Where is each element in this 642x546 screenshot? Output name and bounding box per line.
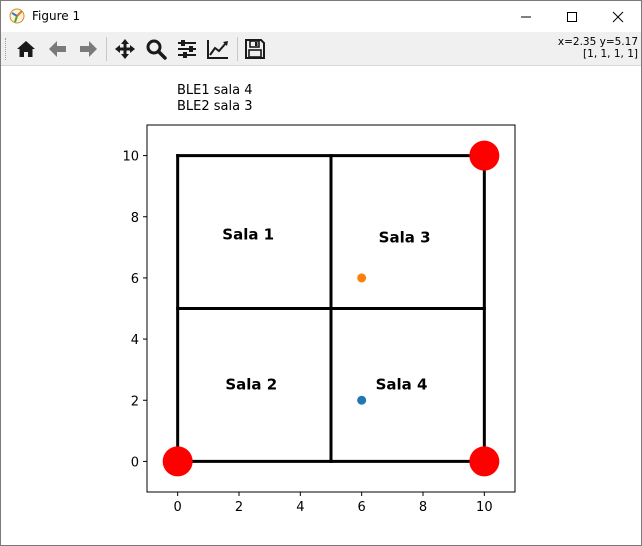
title-bar[interactable]: Figure 1 (1, 1, 641, 32)
toolbar-separator (237, 37, 238, 61)
x-tick-label: 0 (174, 500, 182, 515)
plot-svg[interactable]: BLE1 sala 4 BLE2 sala 3 Sala 1 Sala 3Sala… (1, 66, 641, 545)
edit-axes-button[interactable] (205, 36, 231, 62)
x-tick-label: 8 (419, 500, 427, 515)
y-axis-ticks: 0 2 4 6 8 10 (122, 150, 147, 470)
toolbar-grip[interactable] (5, 38, 9, 60)
room-labels: Sala 1 Sala 3 Sala 2 Sala 4 (222, 226, 430, 394)
home-button[interactable] (13, 36, 39, 62)
maximize-icon (567, 11, 577, 22)
x-axis-ticks: 0 2 4 6 8 10 (174, 492, 493, 515)
x-tick-label: 2 (235, 500, 243, 515)
anchor-marker (162, 446, 193, 477)
figure-canvas[interactable]: BLE1 sala 4 BLE2 sala 3 Sala 1 Sala 3 Sala… (1, 66, 641, 545)
close-icon (612, 11, 624, 22)
magnifier-icon (146, 39, 167, 60)
y-tick-label: 2 (131, 394, 139, 409)
back-button[interactable] (45, 36, 71, 62)
minimize-button[interactable] (503, 1, 549, 32)
save-button[interactable] (242, 36, 268, 62)
matplotlib-app-icon (9, 8, 25, 24)
anchor-marker (469, 140, 500, 171)
y-tick-label: 8 (131, 211, 139, 226)
annotation-line-2: BLE2 sala 3 (177, 99, 253, 114)
y-tick-label: 4 (131, 333, 139, 348)
room-label: Sala 1 (222, 226, 274, 244)
toolbar-separator (106, 37, 107, 61)
cursor-coordinates: x=2.35 y=5.17 [1, 1, 1, 1] (558, 36, 638, 60)
zoom-button[interactable] (143, 36, 169, 62)
position-point (357, 395, 367, 405)
y-tick-label: 6 (131, 272, 139, 287)
arrow-right-icon (80, 41, 97, 57)
room-label: Sala 2 (225, 375, 277, 393)
move-icon (115, 39, 135, 59)
navigation-toolbar: x=2.35 y=5.17 [1, 1, 1, 1] (1, 32, 641, 66)
x-tick-label: 10 (476, 500, 493, 515)
pan-button[interactable] (112, 36, 138, 62)
arrow-left-icon (49, 41, 66, 57)
forward-button[interactable] (75, 36, 101, 62)
room-walls (176, 154, 486, 463)
window-title: Figure 1 (32, 9, 81, 23)
y-tick-label: 10 (122, 150, 139, 165)
sliders-icon (178, 40, 196, 58)
home-icon (17, 41, 35, 57)
line-chart-icon (207, 40, 228, 59)
ble-positions (357, 273, 367, 405)
close-button[interactable] (595, 1, 641, 32)
minimize-icon (521, 16, 531, 17)
position-point (357, 273, 367, 283)
maximize-button[interactable] (549, 1, 595, 32)
x-tick-label: 6 (358, 500, 366, 515)
room-label: Sala 4 (376, 375, 428, 393)
room-label: Sala 3 (379, 229, 431, 247)
annotation-line-1: BLE1 sala 4 (177, 83, 253, 98)
floppy-disk-icon (245, 39, 265, 59)
ble-anchors (162, 140, 500, 477)
pixel-value-text: [1, 1, 1, 1] (583, 48, 638, 60)
subplots-button[interactable] (174, 36, 200, 62)
coordinates-text: x=2.35 y=5.17 (557, 36, 638, 48)
x-tick-label: 4 (296, 500, 304, 515)
y-tick-label: 0 (131, 455, 139, 470)
anchor-marker (469, 446, 500, 477)
